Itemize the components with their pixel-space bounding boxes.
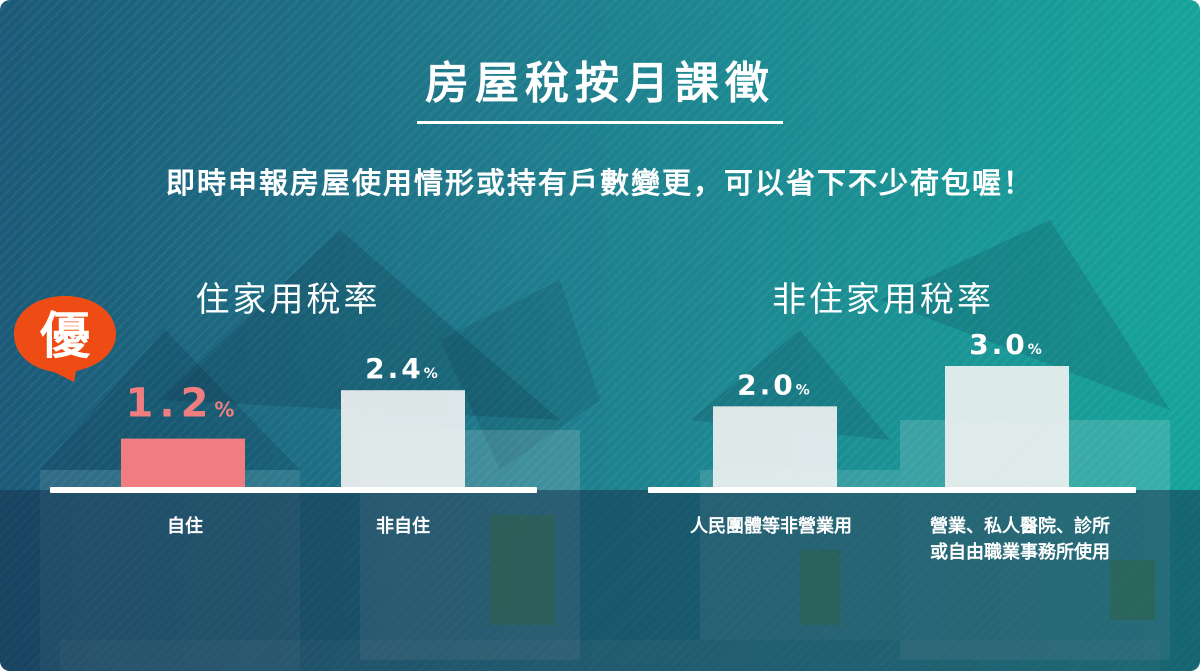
category-label-non-business: 人民團體等非營業用 [656,514,886,540]
category-label-owner-occupied: 自住 [105,514,265,540]
unit-label: % [1028,342,1045,358]
bar-0-0 [121,439,245,487]
baseline-residential [50,487,537,493]
value-label-0-1: 2.4% [365,352,441,385]
category-label-business: 營業、私人醫院、診所 或自由職業事務所使用 [895,514,1145,566]
category-label-non-owner-occupied: 非自住 [323,514,483,540]
bar-0-1 [341,390,465,487]
bar-1-1 [945,366,1069,487]
value-label-1-0: 2.0% [737,368,813,401]
baseline-non-residential [648,487,1136,493]
unit-label: % [796,382,813,398]
unit-label: % [424,366,441,382]
value-label-1-1: 3.0% [969,328,1045,361]
value-label-0-0: 1.2% [126,381,241,427]
preferential-badge: 優 [12,296,118,376]
bar-1-0 [713,406,837,487]
unit-label: % [214,398,240,422]
